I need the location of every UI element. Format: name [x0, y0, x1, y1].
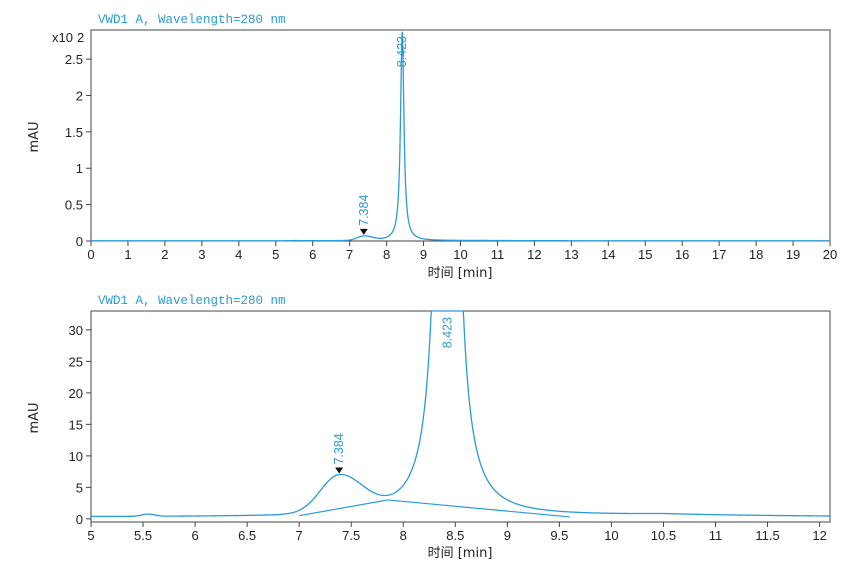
p2-x-tick-label-6: 8	[400, 528, 407, 543]
p2-y-tick-label-4: 20	[69, 386, 83, 401]
p1-x-tick-label-12: 12	[527, 247, 541, 262]
p1-x-tick-label-3: 3	[198, 247, 205, 262]
p1-x-tick-label-1: 1	[124, 247, 131, 262]
p2-x-tick-label-2: 6	[191, 528, 198, 543]
panel-1-x-ticks: 0 1 2 3 4 5 6 7 8 9 10 11 12 13 14 15 16 17 18 19 20	[87, 241, 837, 262]
p1-x-tick-label-0: 0	[87, 247, 94, 262]
p1-x-tick-label-10: 10	[453, 247, 467, 262]
panel-1-peak-annotations: 7.384 8.423	[357, 36, 409, 235]
p1-y-tick-label-4: 2	[76, 88, 83, 103]
p1-x-tick-label-18: 18	[749, 247, 763, 262]
p1-x-tick-label-20: 20	[823, 247, 837, 262]
p1-x-tick-label-17: 17	[712, 247, 726, 262]
panel-1-plot-frame	[90, 29, 831, 242]
p2-x-tick-label-0: 5	[87, 528, 94, 543]
panel-1-title: VWD1 A, Wavelength=280 nm	[98, 13, 286, 27]
p2-baseline-1	[387, 499, 570, 518]
panel-1-x-axis-label: 时间 [min]	[428, 266, 493, 281]
chromatogram-panel-zoom: VWD1 A, Wavelength=280 nm mAU 时间 [min] 5…	[27, 294, 831, 561]
chromatogram-panel-full: VWD1 A, Wavelength=280 nm x10 2 mAU 时间 […	[27, 13, 837, 281]
panel-2-plot-frame	[90, 310, 831, 523]
panel-2-y-ticks: 0 5 10 15 20 25 30	[69, 323, 91, 527]
p1-x-tick-label-4: 4	[235, 247, 242, 262]
p1-x-tick-label-13: 13	[564, 247, 578, 262]
p2-x-tick-label-3: 6.5	[238, 528, 256, 543]
panel-2-peak-annotations: 7.384 8.423	[332, 317, 454, 474]
p2-x-tick-label-9: 9.5	[550, 528, 568, 543]
panel-2-y-axis-label: mAU	[27, 402, 42, 433]
p2-peak-label-0: 7.384	[332, 433, 346, 464]
p1-x-tick-label-8: 8	[383, 247, 390, 262]
p2-x-tick-label-8: 9	[504, 528, 511, 543]
panel-1-y-axis-label: mAU	[27, 121, 42, 152]
p1-x-tick-label-19: 19	[786, 247, 800, 262]
panel-1-y-multiplier: x10	[52, 30, 73, 45]
p1-y-tick-label-2: 1	[76, 161, 83, 176]
p2-x-tick-label-12: 11	[709, 528, 723, 543]
p1-x-tick-label-11: 11	[491, 247, 505, 262]
p2-y-tick-label-3: 15	[69, 417, 83, 432]
panel-1-signal-trace	[91, 31, 830, 242]
panel-2-x-ticks: 5 5.5 6 6.5 7 7.5 8 8.5 9 9.5 10 10.5 11 11.5 12	[87, 522, 827, 543]
panel-2-x-axis-label: 时间 [min]	[428, 546, 493, 561]
p1-peak-label-0: 7.384	[357, 195, 371, 226]
p1-peak-marker-0	[359, 228, 368, 235]
p1-y-tick-label-5: 2.5	[65, 52, 83, 67]
p2-x-tick-label-11: 10.5	[651, 528, 676, 543]
p2-x-tick-label-5: 7.5	[342, 528, 360, 543]
panel-1-y-top-tick: 2	[77, 30, 84, 45]
p2-x-tick-label-4: 7	[296, 528, 303, 543]
p2-x-tick-label-14: 12	[812, 528, 826, 543]
panel-2-signal-trace	[91, 310, 830, 518]
p1-y-tick-label-1: 0.5	[65, 198, 83, 213]
p2-y-tick-label-6: 30	[69, 323, 83, 338]
p2-x-tick-label-7: 8.5	[446, 528, 464, 543]
p1-y-tick-label-3: 1.5	[65, 125, 83, 140]
p2-y-tick-label-5: 25	[69, 354, 83, 369]
p1-y-tick-label-0: 0	[76, 234, 83, 249]
p1-x-tick-label-15: 15	[638, 247, 652, 262]
p2-y-tick-label-2: 10	[69, 449, 83, 464]
p1-x-tick-label-16: 16	[675, 247, 689, 262]
p1-peak-label-1: 8.423	[395, 36, 409, 67]
panel-2-title: VWD1 A, Wavelength=280 nm	[98, 294, 286, 308]
p1-x-tick-label-7: 7	[346, 247, 353, 262]
p1-x-tick-label-14: 14	[601, 247, 615, 262]
p2-x-tick-label-10: 10	[604, 528, 618, 543]
p2-y-tick-label-0: 0	[76, 512, 83, 527]
p2-peak-marker-0	[335, 467, 344, 474]
p1-x-tick-label-6: 6	[309, 247, 316, 262]
panel-1-y-ticks: 0 0.5 1 1.5 2 2.5	[65, 52, 91, 249]
p2-peak-label-1: 8.423	[440, 317, 454, 348]
p2-x-tick-label-13: 11.5	[755, 528, 779, 543]
panel-2-baselines	[299, 499, 570, 518]
p2-y-tick-label-1: 5	[76, 480, 83, 495]
p2-baseline-0	[299, 499, 388, 517]
p2-x-tick-label-1: 5.5	[134, 528, 152, 543]
p1-x-tick-label-2: 2	[161, 247, 168, 262]
p1-x-tick-label-9: 9	[420, 247, 427, 262]
p1-x-tick-label-5: 5	[272, 247, 279, 262]
